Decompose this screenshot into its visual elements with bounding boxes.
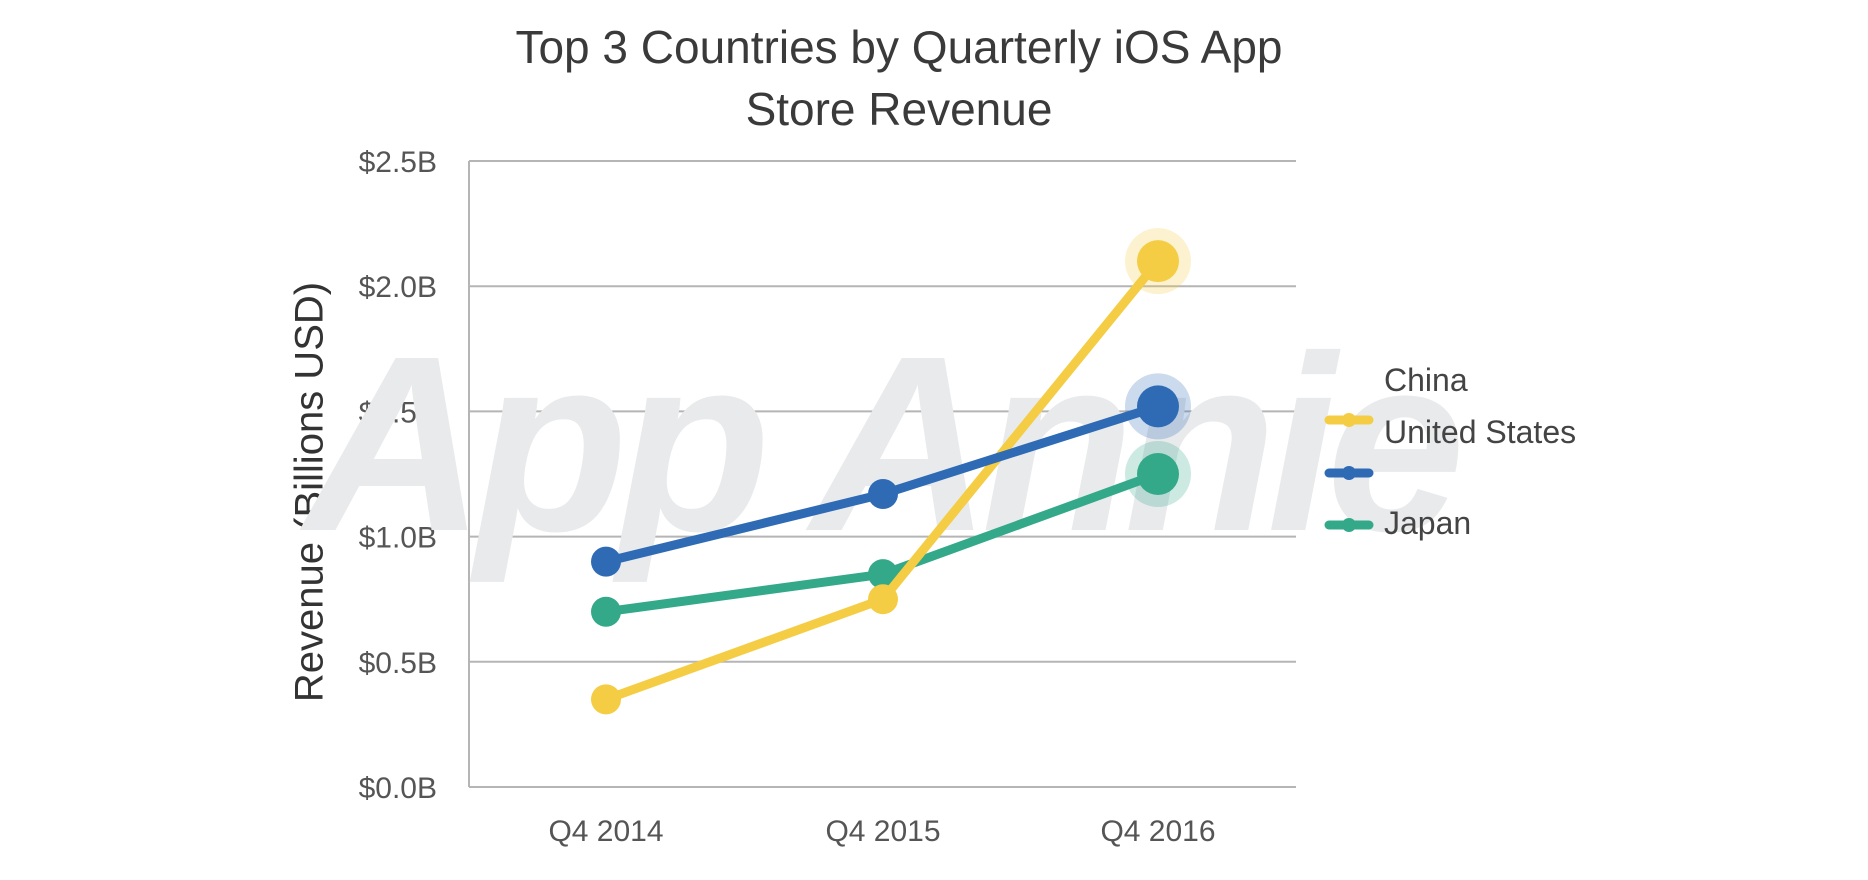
data-point-china [868,584,898,615]
x-tick-label: Q4 2014 [548,815,663,848]
data-point-united-states [868,479,898,510]
chart-title-line-2: Store Revenue [745,83,1053,135]
legend-swatch-china [1324,413,1374,427]
data-point-united-states [1137,385,1179,428]
x-tick-label: Q4 2016 [1100,815,1215,848]
y-tick-label: $0.5B [359,647,437,680]
watermark: App Annie [299,304,1460,583]
data-point-united-states [591,546,621,577]
legend-swatch-japan [1324,518,1374,532]
y-tick-label: $1.5B [359,396,437,429]
data-point-japan [868,559,898,590]
y-tick-label: $2.0B [359,271,437,304]
legend-label-japan: Japan [1384,505,1472,541]
data-point-china [1137,240,1179,283]
chart-title: Top 3 Countries by Quarterly iOS App Sto… [399,16,1399,140]
y-tick-label: $0.0B [359,772,437,805]
data-point-china [591,684,621,715]
data-point-japan [1137,453,1179,495]
legend-label-china: China [1384,362,1468,398]
legend-swatch-united-states [1324,466,1374,480]
data-point-japan [591,596,621,627]
chart-title-line-1: Top 3 Countries by Quarterly iOS App [515,21,1283,73]
y-tick-label: $1.0B [359,522,437,555]
legend-label-united-states: United States [1384,414,1577,450]
y-tick-label: $2.5B [359,146,437,179]
x-tick-label: Q4 2015 [825,815,940,848]
